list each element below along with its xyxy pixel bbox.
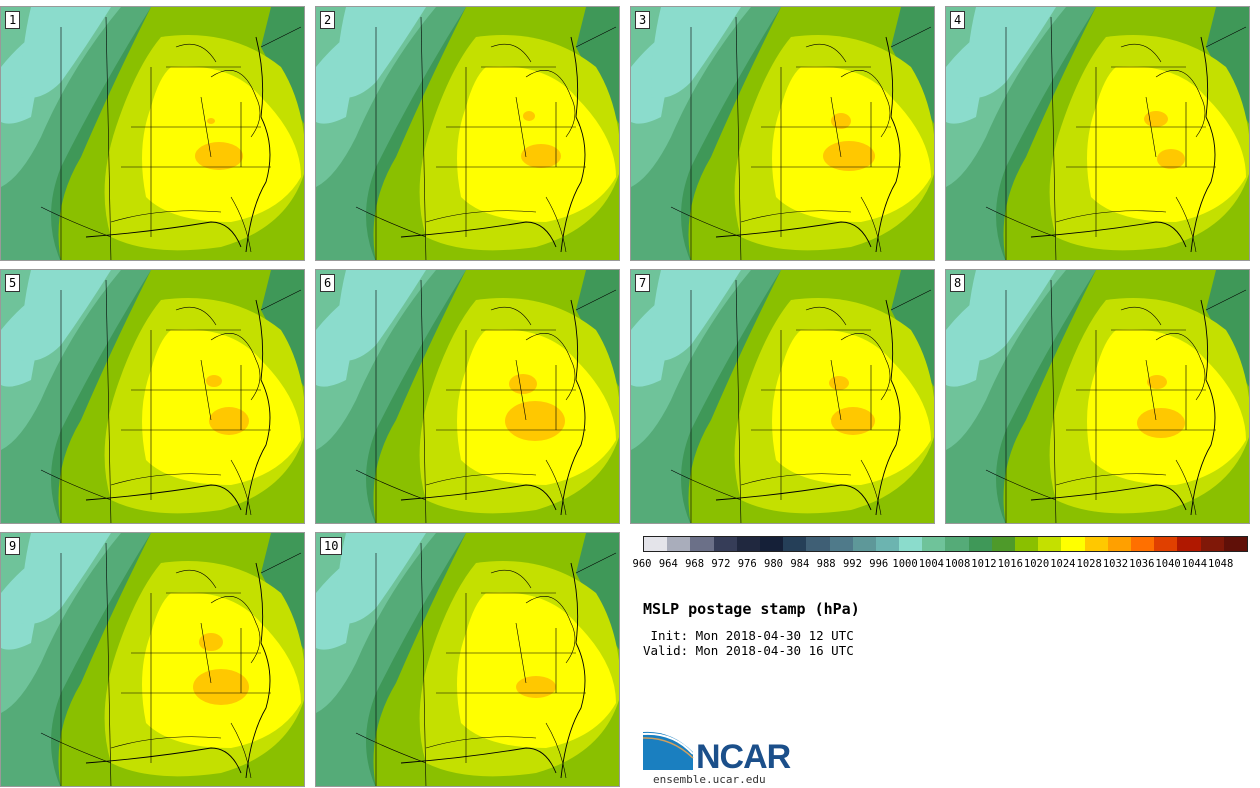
colorbar-swatch [1015,537,1039,551]
colorbar-tick-label: 972 [711,558,731,570]
member-number-label: 7 [635,274,651,292]
member-number-label: 8 [950,274,966,292]
mslp-map [631,7,934,260]
colorbar-tick-label: 984 [790,558,810,570]
valid-time: Valid: Mon 2018-04-30 16 UTC [643,643,854,658]
member-number-label: 1 [5,11,21,29]
colorbar-swatch [968,537,992,551]
colorbar-tick-label: 976 [737,558,757,570]
colorbar-swatch [991,537,1015,551]
colorbar-swatch [1107,537,1131,551]
colorbar-swatch [875,537,900,551]
member-number-label: 9 [5,537,21,555]
colorbar-tick-label: 968 [685,558,705,570]
colorbar-swatch [1038,537,1062,551]
ensemble-member-panel-5: 5 [0,269,305,524]
chart-title: MSLP postage stamp (hPa) [643,600,860,618]
colorbar-tick-label: 1032 [1102,558,1129,570]
mslp-map [1,533,304,786]
ensemble-member-panel-6: 6 [315,269,620,524]
member-number-label: 10 [320,537,343,555]
colorbar-swatch [1061,537,1085,551]
colorbar-swatch [829,537,853,551]
colorbar-swatch [806,537,830,551]
colorbar-swatch [713,537,737,551]
colorbar-tick-label: 1020 [1023,558,1050,570]
ensemble-member-panel-2: 2 [315,6,620,261]
source-url: ensemble.ucar.edu [653,773,766,786]
colorbar-swatch [644,537,668,551]
mslp-map [316,533,619,786]
colorbar-tick-label: 996 [869,558,889,570]
init-valid-times: Init: Mon 2018-04-30 12 UTC Valid: Mon 2… [643,628,854,658]
colorbar-tick-label: 1048 [1208,558,1234,570]
mslp-map [946,270,1249,523]
colorbar-tick-label: 988 [816,558,836,570]
colorbar-swatch [1154,537,1178,551]
member-number-label: 5 [5,274,21,292]
colorbar-tick-label: 964 [658,558,678,570]
pressure-colorbar [643,536,1248,552]
mslp-map [316,270,619,523]
ensemble-member-panel-1: 1 [0,6,305,261]
colorbar-swatch [759,537,784,551]
ensemble-member-panel-8: 8 [945,269,1250,524]
colorbar-swatch [1223,537,1247,551]
colorbar-swatch [783,537,807,551]
colorbar-swatch [1177,537,1201,551]
member-number-label: 2 [320,11,336,29]
colorbar-tick-label: 1012 [971,558,997,570]
colorbar-swatch [852,537,876,551]
colorbar-swatch [1084,537,1108,551]
colorbar-swatch [945,537,969,551]
colorbar-tick-label: 1008 [944,558,971,570]
colorbar-swatch [922,537,946,551]
mslp-map [631,270,934,523]
init-time: Init: Mon 2018-04-30 12 UTC [643,628,854,643]
mslp-map [1,270,304,523]
ensemble-member-panel-7: 7 [630,269,935,524]
colorbar-tick-label: 960 [632,558,652,570]
mslp-map [1,7,304,260]
ncar-logo-text: NCAR [696,738,791,776]
colorbar-tick-label: 1004 [918,558,944,570]
colorbar-swatch [1200,537,1224,551]
ensemble-member-panel-9: 9 [0,532,305,787]
ensemble-member-panel-10: 10 [315,532,620,787]
ncar-logo-icon [643,731,694,770]
colorbar-swatch [1130,537,1155,551]
colorbar-tick-label: 1040 [1155,558,1181,570]
member-number-label: 3 [635,11,651,29]
mslp-map [946,7,1249,260]
colorbar-swatch [667,537,691,551]
colorbar-tick-label: 980 [764,558,783,570]
mslp-map [316,7,619,260]
colorbar-tick-label: 1036 [1129,558,1155,570]
colorbar-tick-label: 1028 [1076,558,1102,570]
colorbar-swatch [899,537,923,551]
ensemble-member-panel-3: 3 [630,6,935,261]
colorbar-swatch [736,537,760,551]
colorbar-tick-label: 1044 [1181,558,1208,570]
colorbar-tick-label: 1016 [997,558,1023,570]
ensemble-member-panel-4: 4 [945,6,1250,261]
member-number-label: 4 [950,11,966,29]
colorbar-tick-label: 1000 [892,558,918,570]
member-number-label: 6 [320,274,336,292]
colorbar-swatch [690,537,714,551]
colorbar-tick-label: 992 [842,558,862,570]
colorbar-tick-labels: 960 964 968 972 976 980 984 988 992 996 1000 1004 10… [632,558,1252,572]
colorbar-tick-label: 1024 [1050,558,1076,570]
